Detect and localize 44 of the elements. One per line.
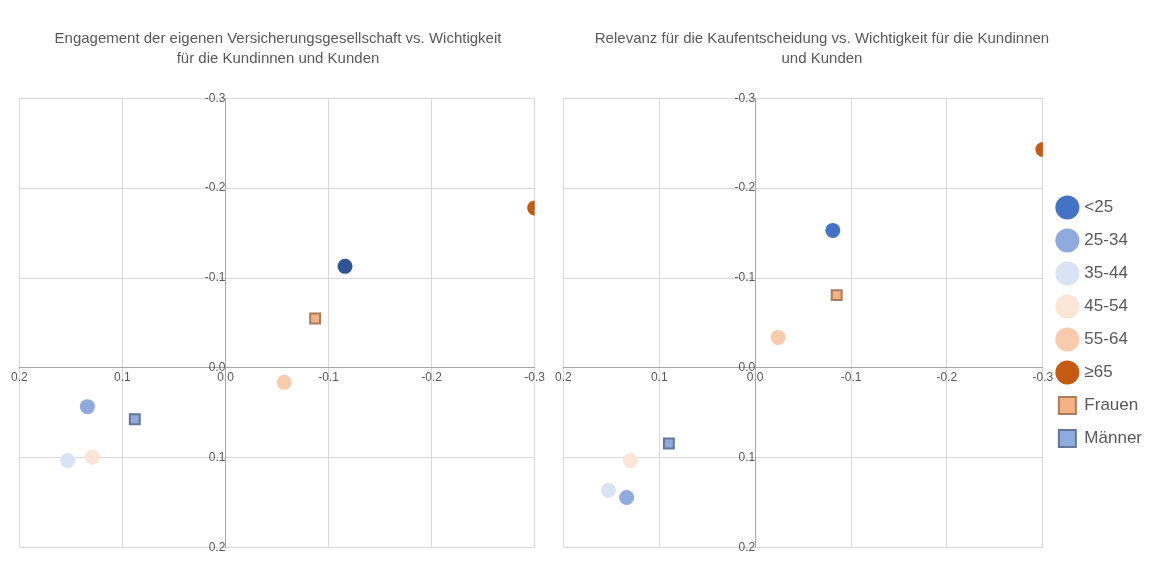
chart-title: Engagement der eigenen Versicherungsgesellschaft vs. Wichtigkeit für die Kundinnen und Kunden bbox=[53, 28, 503, 68]
y-tick-label: 0.1 bbox=[208, 450, 226, 465]
point bbox=[662, 437, 675, 450]
legend-label: <25 bbox=[1084, 197, 1114, 217]
legend-label: Männer bbox=[1084, 428, 1143, 448]
legend-label: 45-54 bbox=[1084, 296, 1128, 316]
x-tick-label: -0.1 bbox=[840, 370, 862, 385]
point bbox=[337, 258, 353, 274]
point bbox=[830, 289, 843, 302]
point bbox=[622, 453, 638, 469]
chart-title: Relevanz für die Kaufentscheidung vs. Wichtigkeit für die Kundinnen und Kunden bbox=[593, 28, 1051, 68]
y-tick-label: -0.1 bbox=[204, 270, 226, 285]
x-tick-label: -0.2 bbox=[421, 370, 443, 385]
legend-label: 35-44 bbox=[1084, 263, 1128, 283]
point bbox=[309, 312, 322, 325]
x-tick-label: -0.3 bbox=[524, 370, 546, 385]
x-tick-label: -0.1 bbox=[318, 370, 340, 385]
y-tick-label: -0.3 bbox=[204, 90, 226, 105]
point bbox=[825, 222, 841, 238]
x-tick-label: 0.1 bbox=[650, 370, 668, 385]
point bbox=[128, 413, 141, 426]
point bbox=[600, 482, 616, 498]
legend-label: Frauen bbox=[1084, 395, 1139, 415]
point bbox=[85, 449, 101, 465]
y-tick-label: -0.2 bbox=[734, 180, 756, 195]
point bbox=[619, 489, 635, 505]
y-tick-label: 0.2 bbox=[738, 540, 756, 555]
x-tick-label: -0.3 bbox=[1032, 370, 1054, 385]
legend-label: 25-34 bbox=[1084, 230, 1128, 250]
x-tick-label: 0.1 bbox=[114, 370, 132, 385]
x-tick-label: 0.2 bbox=[555, 370, 572, 385]
y-tick-label: -0.2 bbox=[204, 180, 226, 195]
y-tick-label: -0.3 bbox=[734, 90, 756, 105]
point bbox=[770, 329, 786, 345]
point bbox=[60, 453, 76, 469]
y-tick-label: 0.1 bbox=[738, 450, 756, 465]
legend-label: 55-64 bbox=[1084, 329, 1128, 349]
point bbox=[79, 399, 95, 415]
x-tick-label: 0.2 bbox=[11, 370, 28, 385]
legend-label: ≥65 bbox=[1084, 362, 1113, 382]
x-tick-label: -0.2 bbox=[936, 370, 958, 385]
point bbox=[276, 374, 292, 390]
y-tick-label: 0.2 bbox=[208, 540, 226, 555]
y-tick-label: -0.1 bbox=[734, 270, 756, 285]
